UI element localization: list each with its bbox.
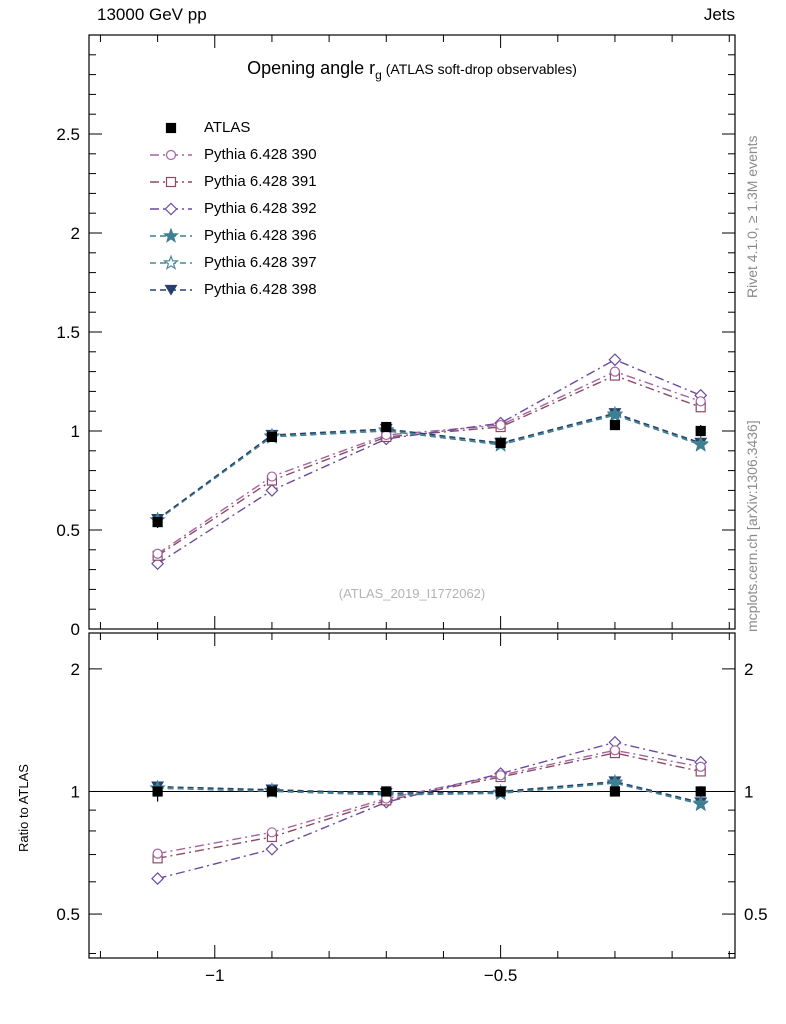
legend: ATLAS Pythia 6.428 390 Pythia 6.428 391 … xyxy=(148,114,317,303)
legend-item-pythia-392: Pythia 6.428 392 xyxy=(148,195,317,222)
legend-item-pythia-390: Pythia 6.428 390 xyxy=(148,141,317,168)
svg-text:1: 1 xyxy=(744,782,753,801)
mcplots-credit-note: mcplots.cern.ch [arXiv:1306.3436] xyxy=(744,420,760,632)
legend-label: Pythia 6.428 392 xyxy=(204,200,317,217)
ratio-axis-label: Ratio to ATLAS xyxy=(16,764,31,852)
process-label: Jets xyxy=(703,5,735,24)
svg-text:2: 2 xyxy=(744,660,753,679)
legend-label: Pythia 6.428 391 xyxy=(204,173,317,190)
beam-energy-label: 13000 GeV pp xyxy=(97,5,207,24)
circle-marker-icon xyxy=(148,146,194,164)
svg-text:2: 2 xyxy=(71,224,80,243)
legend-label: ATLAS xyxy=(204,119,251,136)
legend-label: Pythia 6.428 397 xyxy=(204,254,317,271)
svg-text:0.5: 0.5 xyxy=(56,905,80,924)
svg-text:−0.5: −0.5 xyxy=(484,966,518,985)
svg-text:1: 1 xyxy=(71,422,80,441)
legend-item-pythia-398: Pythia 6.428 398 xyxy=(148,276,317,303)
rivet-version-note: Rivet 4.1.0, ≥ 1.3M events xyxy=(744,135,760,298)
legend-item-pythia-396: Pythia 6.428 396 xyxy=(148,222,317,249)
legend-item-pythia-397: Pythia 6.428 397 xyxy=(148,249,317,276)
star-marker-icon xyxy=(148,227,194,245)
svg-text:0: 0 xyxy=(71,620,80,639)
svg-text:−1: −1 xyxy=(205,966,224,985)
legend-label: Pythia 6.428 396 xyxy=(204,227,317,244)
diamond-marker-icon xyxy=(148,200,194,218)
legend-label: Pythia 6.428 390 xyxy=(204,146,317,163)
open-star-marker-icon xyxy=(148,254,194,272)
svg-text:2: 2 xyxy=(71,660,80,679)
svg-text:1.5: 1.5 xyxy=(56,323,80,342)
square-marker-icon xyxy=(148,173,194,191)
svg-text:0.5: 0.5 xyxy=(744,905,768,924)
atlas-marker-icon xyxy=(148,119,194,137)
legend-label: Pythia 6.428 398 xyxy=(204,281,317,298)
plot-title-main: Opening angle r xyxy=(247,58,376,78)
plot-title-subscript: g xyxy=(375,68,382,82)
analysis-id-watermark: (ATLAS_2019_I1772062) xyxy=(338,586,486,601)
plot-title-note: (ATLAS soft-drop observables) xyxy=(381,61,577,77)
svg-text:1: 1 xyxy=(71,782,80,801)
svg-text:2.5: 2.5 xyxy=(56,125,80,144)
plot-title: Opening angle rg (ATLAS soft-drop observ… xyxy=(89,58,735,82)
legend-item-pythia-391: Pythia 6.428 391 xyxy=(148,168,317,195)
svg-text:0.5: 0.5 xyxy=(56,521,80,540)
triangle-marker-icon xyxy=(148,281,194,299)
legend-item-atlas: ATLAS xyxy=(148,114,317,141)
